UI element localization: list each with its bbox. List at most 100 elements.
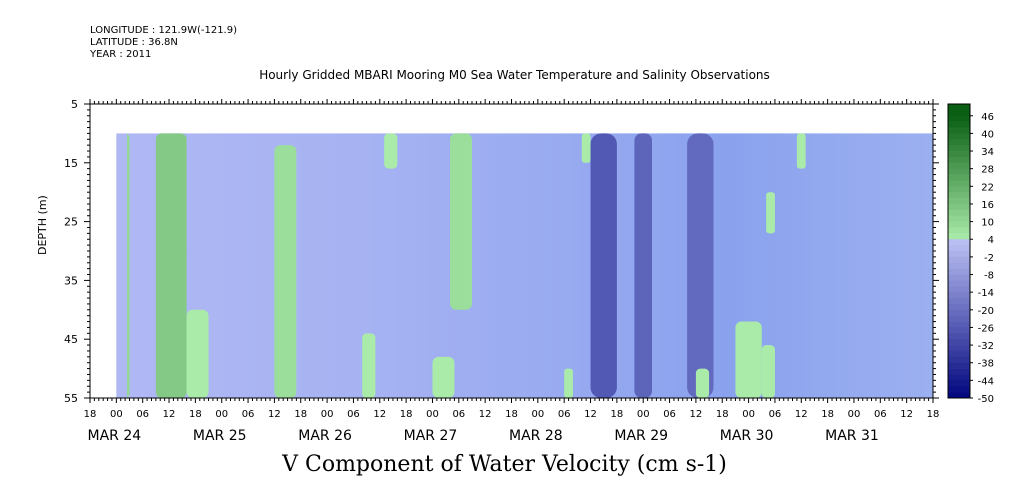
colorbar-swatch xyxy=(948,104,970,111)
colorbar-swatch xyxy=(948,151,970,158)
heatmap-band-green xyxy=(384,133,398,169)
colorbar-label: -2 xyxy=(984,253,994,264)
heatmap-band-green xyxy=(362,333,376,398)
y-tick-label: 55 xyxy=(64,392,78,405)
colorbar-swatch xyxy=(948,350,970,358)
colorbar-label: -26 xyxy=(978,323,994,334)
x-hour-tick-label: 06 xyxy=(452,409,465,420)
colorbar-swatch xyxy=(948,356,970,364)
longitude-label: LONGITUDE : 121.9W(-121.9) xyxy=(90,25,237,36)
colorbar-swatch xyxy=(948,139,970,146)
colorbar-swatch xyxy=(948,321,970,328)
colorbar-swatch xyxy=(948,156,970,164)
year-label: YEAR : 2011 xyxy=(90,49,152,60)
x-hour-tick-label: 00 xyxy=(848,409,861,420)
heatmap-band-green xyxy=(581,133,591,163)
x-hour-tick-label: 06 xyxy=(769,409,782,420)
chart-title: Hourly Gridded MBARI Mooring M0 Sea Wate… xyxy=(259,68,770,82)
colorbar-label: 46 xyxy=(981,112,994,123)
colorbar-label: 40 xyxy=(981,129,994,140)
colorbar-label: -44 xyxy=(978,376,994,387)
colorbar-swatch xyxy=(948,127,970,134)
x-hour-tick-label: 06 xyxy=(663,409,676,420)
x-day-label: MAR 26 xyxy=(298,428,352,444)
colorbar-swatch xyxy=(948,145,970,152)
heatmap-band-green xyxy=(274,145,297,398)
heatmap-band-green xyxy=(766,192,775,234)
x-hour-tick-label: 18 xyxy=(821,409,834,420)
data-field xyxy=(116,133,933,398)
x-hour-tick-label: 12 xyxy=(584,409,597,420)
colorbar-swatch xyxy=(948,109,970,117)
colorbar-swatch xyxy=(948,192,970,199)
x-hour-tick-label: 18 xyxy=(611,409,624,420)
colorbar-swatch xyxy=(948,239,970,246)
x-hour-tick-label: 06 xyxy=(874,409,887,420)
x-hour-tick-label: 00 xyxy=(215,409,228,420)
colorbar-label: 28 xyxy=(981,165,994,176)
colorbar-frame xyxy=(947,103,971,399)
x-day-label: MAR 27 xyxy=(404,428,458,444)
x-hour-tick-label: 12 xyxy=(479,409,492,420)
x-hour-tick-label: 00 xyxy=(637,409,650,420)
heatmap-band-green xyxy=(450,133,472,310)
heatmap-band-green xyxy=(735,321,762,398)
bands xyxy=(127,133,806,398)
colorbar-swatch xyxy=(948,245,970,252)
colorbar-swatch xyxy=(948,298,970,305)
colorbar-swatch xyxy=(948,198,970,205)
x-hour-tick-label: 12 xyxy=(163,409,176,420)
x-hour-tick-label: 18 xyxy=(927,409,940,420)
latitude-label: LATITUDE : 36.8N xyxy=(90,37,178,48)
colorbar-swatch xyxy=(948,333,970,340)
x-hour-tick-label: 06 xyxy=(136,409,149,420)
x-hour-tick-label: 00 xyxy=(321,409,334,420)
heatmap-band-green xyxy=(432,356,455,398)
heatmap-band-green xyxy=(155,133,187,398)
heatmap-band-green xyxy=(695,368,710,398)
colorbar-label: -20 xyxy=(978,306,994,317)
x-hour-tick-label: 06 xyxy=(347,409,360,420)
x-axis-label: V Component of Water Velocity (cm s-1) xyxy=(282,452,727,477)
heatmap-band-green xyxy=(796,133,806,169)
y-tick-label: 5 xyxy=(71,98,78,111)
colorbar-label: -50 xyxy=(978,394,994,405)
heatmap-band-green xyxy=(127,133,130,398)
colorbar-label: -38 xyxy=(978,359,994,370)
x-hour-tick-label: 12 xyxy=(268,409,281,420)
colorbar-label: 16 xyxy=(981,200,994,211)
x-hour-tick-label: 12 xyxy=(690,409,703,420)
x-hour-tick-label: 00 xyxy=(742,409,755,420)
x-day-label: MAR 31 xyxy=(825,428,879,444)
colorbar-swatch xyxy=(948,386,970,393)
colorbar-swatch xyxy=(948,274,970,281)
x-hour-tick-label: 18 xyxy=(189,409,202,420)
y-tick-label: 35 xyxy=(64,274,78,287)
colorbar-label: -14 xyxy=(978,288,994,299)
colorbar-swatch xyxy=(948,180,970,187)
heatmap-band-green xyxy=(564,368,573,398)
colorbar-swatch xyxy=(948,292,970,299)
colorbar-swatch xyxy=(948,327,970,334)
colorbar-swatch xyxy=(948,186,970,193)
x-hour-tick-label: 12 xyxy=(900,409,913,420)
colorbar-swatch xyxy=(948,233,970,240)
x-hour-tick-label: 18 xyxy=(716,409,729,420)
colorbar-swatch xyxy=(948,339,970,346)
x-day-label: MAR 24 xyxy=(88,428,142,444)
x-day-label: MAR 29 xyxy=(614,428,668,444)
colorbar-swatch xyxy=(948,368,970,375)
colorbar-swatch xyxy=(948,121,970,128)
colorbar-swatch xyxy=(948,345,970,352)
colorbar-label: 34 xyxy=(981,147,994,158)
colorbar-swatch xyxy=(948,374,970,381)
colorbar-swatch xyxy=(948,215,970,222)
colorbar-swatch xyxy=(948,303,970,311)
colorbar-swatch xyxy=(948,251,970,258)
heatmap-band-blue xyxy=(590,133,617,398)
colorbar-swatch xyxy=(948,256,970,264)
y-tick-label: 45 xyxy=(64,333,78,346)
x-hour-tick-label: 12 xyxy=(795,409,808,420)
colorbar-swatch xyxy=(948,286,970,293)
